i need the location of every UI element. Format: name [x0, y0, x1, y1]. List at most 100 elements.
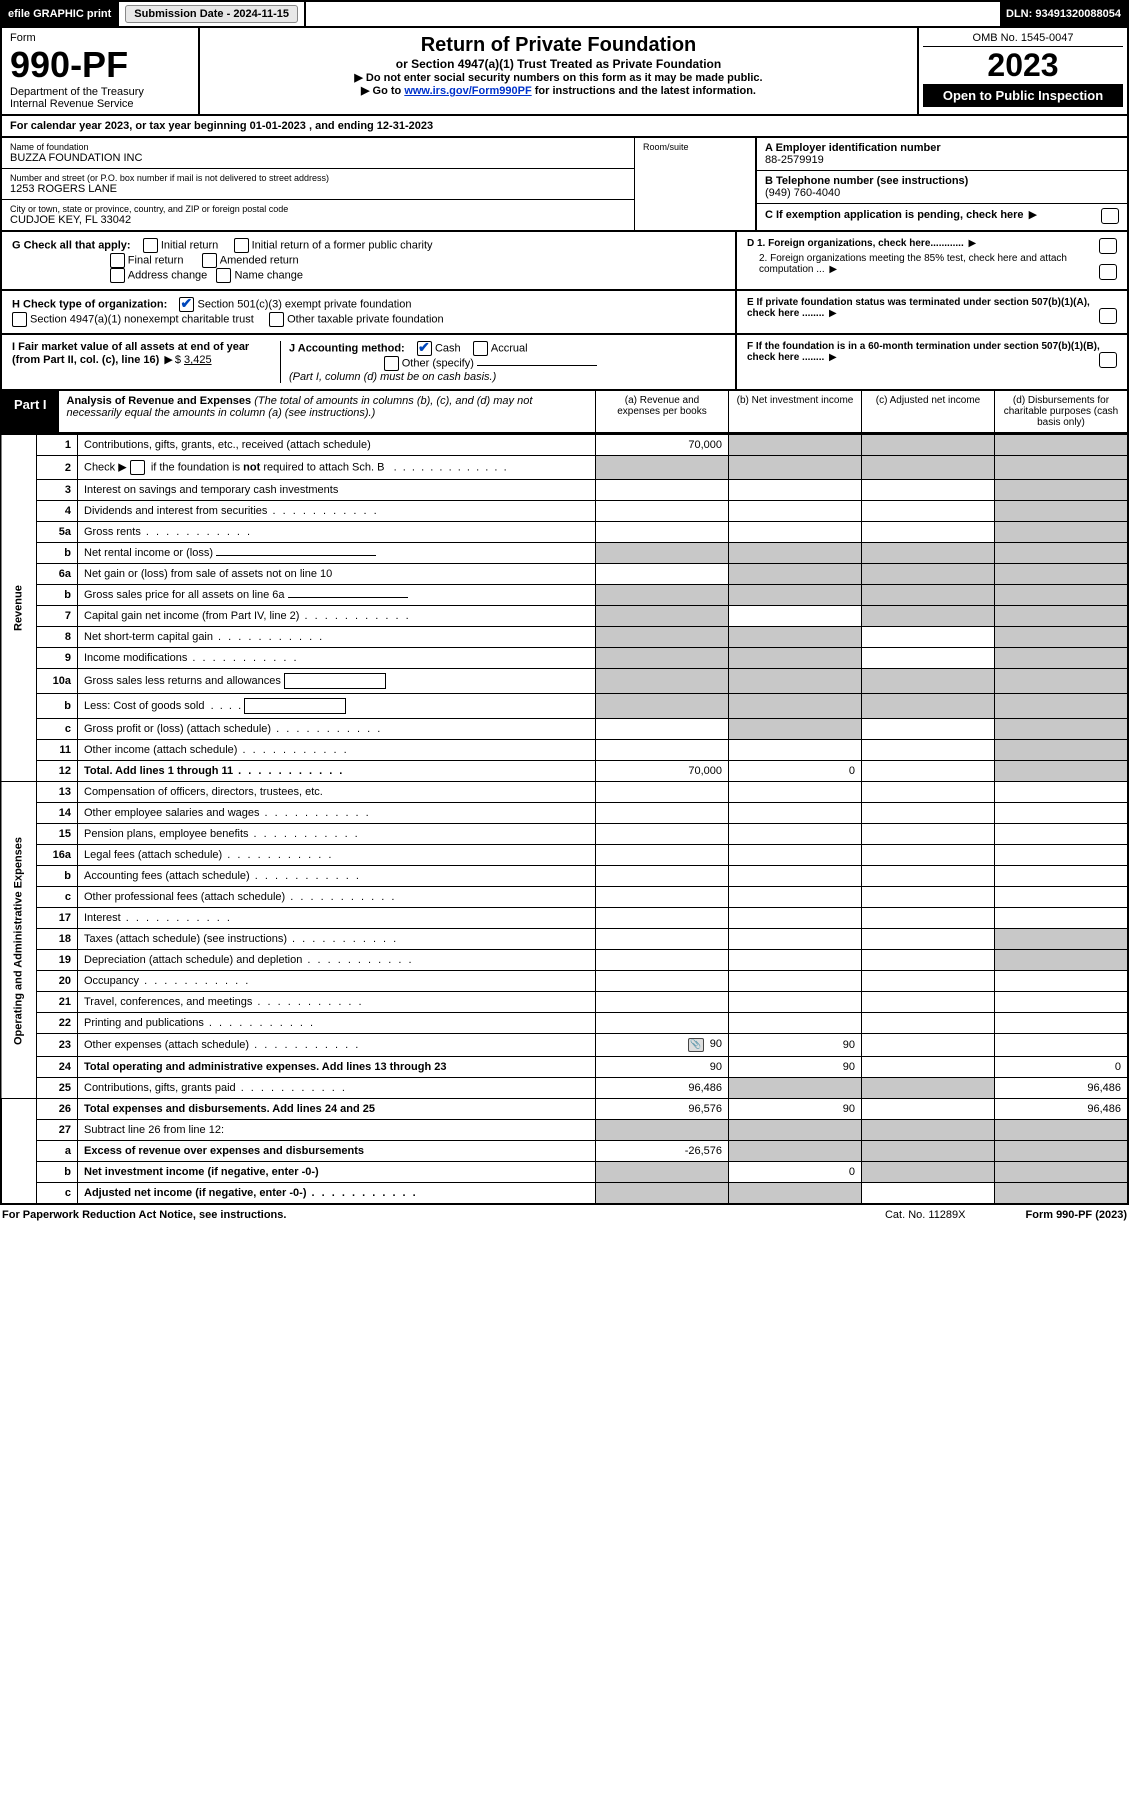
amount-cell: [862, 435, 995, 456]
final-return-checkbox[interactable]: [110, 253, 125, 268]
amount-cell: 96,576: [596, 1099, 729, 1120]
501c3-label: Section 501(c)(3) exempt private foundat…: [197, 298, 411, 310]
initial-return-label: Initial return: [161, 239, 218, 251]
table-row: 14Other employee salaries and wages: [1, 803, 1128, 824]
part1-column-headers: (a) Revenue and expenses per books (b) N…: [595, 391, 1127, 432]
line-number: 1: [37, 435, 78, 456]
e-label: E If private foundation status was termi…: [747, 297, 1090, 319]
line-desc: Total operating and administrative expen…: [78, 1057, 596, 1078]
j-note: (Part I, column (d) must be on cash basi…: [289, 371, 496, 383]
4947-checkbox[interactable]: [12, 312, 27, 327]
accrual-checkbox[interactable]: [473, 341, 488, 356]
d1-checkbox[interactable]: [1099, 238, 1117, 254]
line-desc: Adjusted net income (if negative, enter …: [78, 1183, 596, 1205]
col-b-header: (b) Net investment income: [728, 391, 861, 432]
amount-cell: [995, 435, 1129, 456]
revenue-side-label: Revenue: [1, 435, 37, 782]
line-number: 20: [37, 971, 78, 992]
table-row: 12Total. Add lines 1 through 11 70,000 0: [1, 761, 1128, 782]
line-number: 9: [37, 648, 78, 669]
line-desc: Gross profit or (loss) (attach schedule): [78, 719, 596, 740]
open-to-public: Open to Public Inspection: [923, 84, 1123, 107]
line-number: 26: [37, 1099, 78, 1120]
d2-checkbox[interactable]: [1099, 264, 1117, 280]
part1-header: Part I Analysis of Revenue and Expenses …: [0, 391, 1129, 434]
amount-cell: [995, 456, 1129, 480]
amount-cell: [729, 456, 862, 480]
table-row: 6aNet gain or (loss) from sale of assets…: [1, 564, 1128, 585]
section-i: I Fair market value of all assets at end…: [12, 341, 281, 383]
initial-former-checkbox[interactable]: [234, 238, 249, 253]
instr2-post: for instructions and the latest informat…: [532, 85, 756, 97]
table-row: 5aGross rents: [1, 522, 1128, 543]
line-desc: Income modifications: [78, 648, 596, 669]
other-method-checkbox[interactable]: [384, 356, 399, 371]
line-desc: Pension plans, employee benefits: [78, 824, 596, 845]
table-row: bNet rental income or (loss): [1, 543, 1128, 564]
address-change-checkbox[interactable]: [110, 268, 125, 283]
line-number: 6a: [37, 564, 78, 585]
line-desc: Subtract line 26 from line 12:: [78, 1120, 596, 1141]
page-footer: For Paperwork Reduction Act Notice, see …: [0, 1205, 1129, 1225]
f-checkbox[interactable]: [1099, 352, 1117, 368]
expenses-side-label: Operating and Administrative Expenses: [1, 782, 37, 1099]
other-taxable-checkbox[interactable]: [269, 312, 284, 327]
amount-cell: 70,000: [596, 435, 729, 456]
submission-date-button[interactable]: Submission Date - 2024-11-15: [125, 5, 298, 23]
telephone-cell: B Telephone number (see instructions) (9…: [757, 171, 1127, 204]
irs-link[interactable]: www.irs.gov/Form990PF: [404, 85, 531, 97]
table-row: 21Travel, conferences, and meetings: [1, 992, 1128, 1013]
dln-label: DLN: 93491320088054: [1000, 2, 1127, 26]
line-desc: Other expenses (attach schedule): [78, 1034, 596, 1057]
line-number: 23: [37, 1034, 78, 1057]
line-number: 8: [37, 627, 78, 648]
d2-label: 2. Foreign organizations meeting the 85%…: [759, 253, 1067, 275]
amount-cell: 0: [995, 1057, 1129, 1078]
line-number: c: [37, 1183, 78, 1205]
line-number: 12: [37, 761, 78, 782]
table-row: 20Occupancy: [1, 971, 1128, 992]
initial-return-checkbox[interactable]: [143, 238, 158, 253]
i-label: I Fair market value of all assets at end…: [12, 341, 249, 366]
line-number: 17: [37, 908, 78, 929]
part1-label: Part I: [2, 391, 59, 432]
table-row: 11Other income (attach schedule): [1, 740, 1128, 761]
line-number: 11: [37, 740, 78, 761]
cash-label: Cash: [435, 342, 461, 354]
foundation-info: Name of foundation BUZZA FOUNDATION INC …: [0, 138, 1129, 232]
schb-checkbox[interactable]: [130, 460, 145, 475]
paperwork-notice: For Paperwork Reduction Act Notice, see …: [2, 1209, 286, 1221]
amended-return-label: Amended return: [220, 254, 299, 266]
omb-number: OMB No. 1545-0047: [923, 32, 1123, 47]
line-number: 19: [37, 950, 78, 971]
line-number: 18: [37, 929, 78, 950]
telephone-value: (949) 760-4040: [765, 187, 1119, 199]
final-return-label: Final return: [128, 254, 184, 266]
table-row: aExcess of revenue over expenses and dis…: [1, 1141, 1128, 1162]
fmv-value: 3,425: [184, 354, 212, 366]
table-row: 9Income modifications: [1, 648, 1128, 669]
exemption-pending-cell: C If exemption application is pending, c…: [757, 204, 1127, 225]
table-row: 23Other expenses (attach schedule) 📎 90 …: [1, 1034, 1128, 1057]
room-suite-cell: Room/suite: [635, 138, 755, 178]
table-row: 10aGross sales less returns and allowanc…: [1, 669, 1128, 694]
cash-checkbox[interactable]: [417, 341, 432, 356]
table-row: 19Depreciation (attach schedule) and dep…: [1, 950, 1128, 971]
line-desc: Dividends and interest from securities: [78, 501, 596, 522]
section-j: J Accounting method: Cash Accrual Other …: [281, 341, 725, 383]
line-number: 22: [37, 1013, 78, 1034]
form-instr2: ▶ Go to www.irs.gov/Form990PF for instru…: [212, 84, 905, 97]
telephone-label: B Telephone number (see instructions): [765, 175, 1119, 187]
attachment-icon[interactable]: 📎: [688, 1038, 704, 1052]
amended-return-checkbox[interactable]: [202, 253, 217, 268]
line-desc: Interest on savings and temporary cash i…: [78, 480, 596, 501]
e-checkbox[interactable]: [1099, 308, 1117, 324]
foundation-name-label: Name of foundation: [10, 142, 626, 152]
name-change-label: Name change: [234, 269, 303, 281]
table-row: bGross sales price for all assets on lin…: [1, 585, 1128, 606]
amount-cell: -26,576: [596, 1141, 729, 1162]
exemption-pending-checkbox[interactable]: [1101, 208, 1119, 224]
name-change-checkbox[interactable]: [216, 268, 231, 283]
line-desc: Printing and publications: [78, 1013, 596, 1034]
501c3-checkbox[interactable]: [179, 297, 194, 312]
